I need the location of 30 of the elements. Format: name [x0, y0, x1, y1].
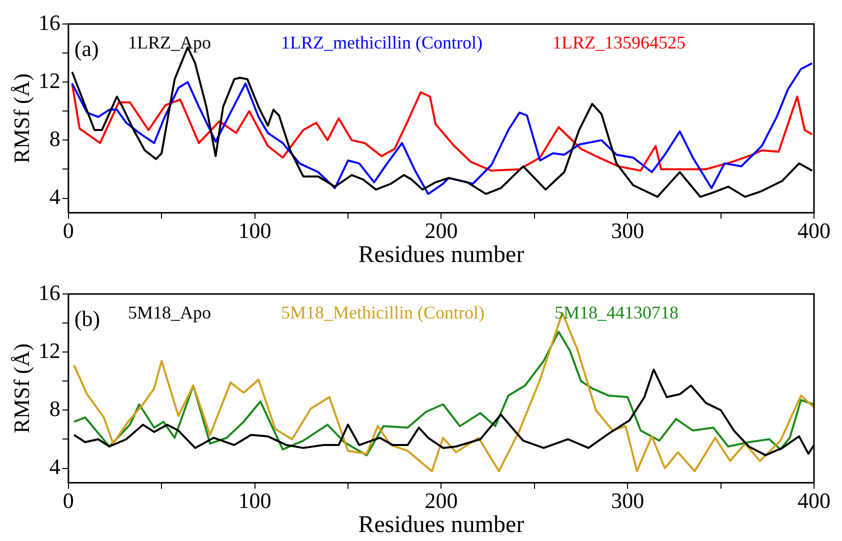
text: 1LRZ_135964525: [552, 32, 686, 53]
series-label: 1LRZ_Apo: [128, 32, 212, 53]
y-tick-label: 4: [49, 454, 60, 480]
x-tick-label: 200: [424, 488, 458, 513]
y-tick-label: 12: [38, 338, 60, 363]
text: 5M18_Apo: [128, 302, 212, 323]
annotation: (a): [74, 36, 99, 61]
y-tick-label: 16: [38, 280, 60, 305]
text: 5M18_Methicillin (Control): [281, 302, 485, 323]
x-tick-label: 400: [798, 488, 830, 513]
x-tick-label: 100: [238, 218, 272, 243]
y-tick-label: 12: [38, 68, 60, 93]
y-axis-title: RMSf (Å): [8, 343, 34, 434]
annotation: (b): [74, 306, 100, 331]
x-tick-label: 0: [62, 488, 74, 513]
y-axis-title: RMSf (Å): [8, 73, 34, 164]
x-tick-label: 0: [62, 218, 74, 243]
text: 1LRZ_methicillin (Control): [281, 32, 483, 53]
x-tick-label: 100: [238, 488, 272, 513]
y-tick-label: 16: [38, 10, 60, 35]
x-axis-title: Residues number: [358, 512, 524, 538]
x-tick-label: 300: [611, 218, 644, 243]
y-tick-label: 8: [49, 396, 60, 421]
x-tick-label: 400: [798, 218, 830, 243]
x-tick-label: 300: [611, 488, 644, 513]
series-label: 5M18_44130718: [554, 302, 679, 323]
y-tick-label: 8: [49, 126, 60, 151]
x-axis-title: Residues number: [358, 242, 524, 268]
y-tick-label: 4: [49, 184, 60, 210]
x-tick-label: 200: [424, 218, 458, 243]
